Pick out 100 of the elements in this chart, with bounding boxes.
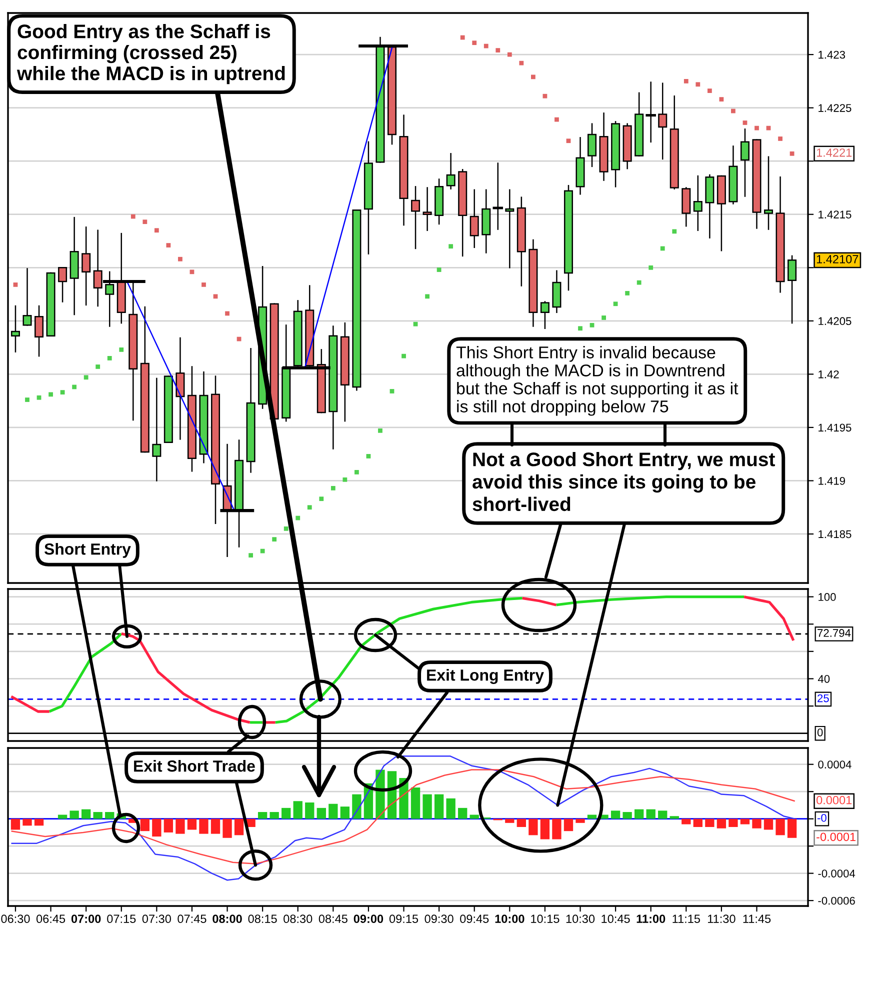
- x-tick-label: 10:30: [566, 914, 595, 924]
- bar: [540, 818, 550, 840]
- ref-line-label: 0: [817, 728, 823, 736]
- bar: [458, 808, 468, 819]
- candlestick: [446, 153, 456, 190]
- point: [707, 88, 712, 93]
- annotation: This Short Entry is invalid because although the MACD is in Downtrend but the Schaff is not supporting it as it is still not dropping below 75: [456, 346, 738, 416]
- point: [284, 526, 288, 531]
- point: [190, 270, 194, 274]
- bar: [176, 818, 185, 834]
- point: [531, 74, 536, 80]
- bar: [587, 814, 597, 819]
- bar: [752, 818, 762, 828]
- annotation: 0.0001: [816, 796, 852, 804]
- bar: [93, 812, 102, 819]
- point: [496, 48, 500, 52]
- point: [390, 389, 394, 394]
- x-tick-label: 09:45: [460, 914, 489, 924]
- annotation: Exit Long Entry: [427, 669, 544, 684]
- bar: [552, 818, 562, 840]
- y-tick-label: 1.4215: [818, 210, 852, 218]
- bar: [528, 818, 538, 836]
- bar: [646, 809, 656, 819]
- annotation: 1.4221: [816, 148, 852, 157]
- bar: [658, 810, 668, 819]
- line-series: [10, 756, 796, 881]
- bar: [422, 794, 432, 819]
- point: [648, 265, 654, 270]
- candlestick: [764, 156, 774, 230]
- bar: [328, 804, 338, 819]
- point: [542, 94, 548, 98]
- bar: [305, 802, 314, 819]
- point: [613, 302, 618, 306]
- candlestick: [82, 226, 91, 306]
- bar: [187, 818, 197, 830]
- bar: [610, 810, 620, 819]
- point: [342, 477, 348, 482]
- point: [684, 78, 688, 84]
- x-tick-label: 09:00: [354, 914, 384, 924]
- bar: [70, 810, 79, 819]
- candlestick: [540, 301, 550, 329]
- x-tick-label: 08:00: [212, 914, 242, 924]
- point: [413, 322, 418, 326]
- bar: [728, 818, 738, 827]
- point: [107, 356, 112, 360]
- point: [519, 60, 524, 66]
- point: [402, 354, 406, 358]
- point: [319, 496, 324, 502]
- ref-line-label: 25: [818, 694, 829, 702]
- candlestick: [176, 337, 185, 440]
- point: [507, 52, 512, 57]
- point: [602, 316, 606, 320]
- bar: [716, 818, 726, 828]
- bar: [222, 818, 232, 838]
- point: [166, 243, 171, 248]
- candlestick: [411, 186, 420, 250]
- bar: [634, 809, 644, 819]
- y-tick-label: -0.0004: [818, 870, 856, 878]
- bar: [234, 818, 244, 836]
- y-tick-label: 40: [818, 674, 830, 683]
- point: [296, 516, 300, 520]
- point: [119, 347, 124, 352]
- candlestick: [646, 82, 656, 143]
- candlestick: [505, 189, 514, 268]
- bar: [564, 818, 574, 832]
- point: [672, 229, 677, 234]
- candlestick: [58, 267, 68, 302]
- point: [36, 395, 42, 400]
- x-tick-label: 08:45: [318, 914, 348, 924]
- point: [96, 364, 100, 369]
- x-tick-label: 10:00: [495, 914, 524, 924]
- candlestick: [34, 305, 44, 357]
- y-tick-label: 1.4185: [818, 530, 852, 538]
- point: [272, 537, 277, 542]
- point: [248, 553, 254, 558]
- candlestick: [152, 378, 162, 482]
- bar: [670, 816, 679, 819]
- y-tick-label: -0.0006: [818, 896, 855, 905]
- candlestick: [788, 255, 797, 324]
- point: [484, 44, 488, 48]
- point: [625, 291, 630, 296]
- bar: [199, 818, 208, 834]
- x-tick-label: 09:30: [424, 914, 454, 924]
- point: [307, 505, 312, 510]
- annotation: 1.42107: [816, 254, 858, 264]
- bar: [764, 818, 774, 830]
- y-tick-label: 1.423: [818, 50, 846, 59]
- annotation: Exit Short Trade: [134, 760, 255, 772]
- candlestick: [422, 187, 432, 231]
- point: [225, 311, 230, 316]
- bar: [258, 812, 268, 819]
- bar: [164, 818, 174, 832]
- point: [719, 97, 724, 102]
- bar: [140, 818, 150, 832]
- x-tick-label: 11:15: [672, 914, 700, 924]
- x-tick-label: 06:45: [36, 914, 66, 924]
- point: [84, 375, 88, 380]
- candlestick: [693, 175, 702, 231]
- point: [378, 428, 382, 433]
- bar: [58, 814, 68, 819]
